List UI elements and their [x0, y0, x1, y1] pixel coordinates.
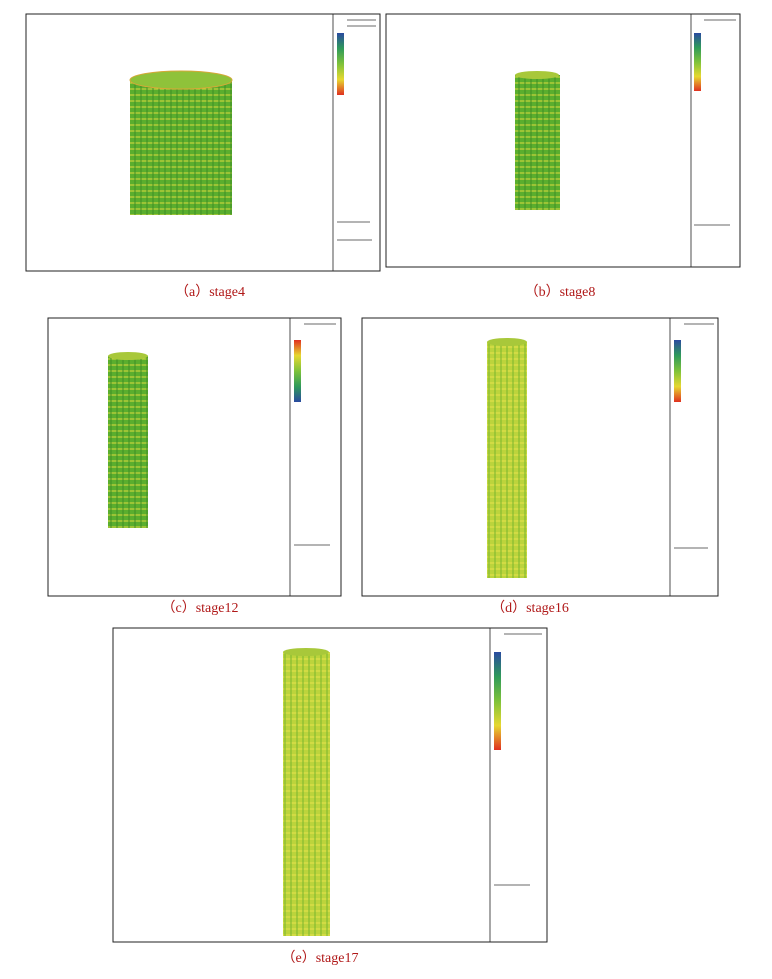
caption: （d）stage16: [491, 600, 569, 616]
panel-a: [25, 13, 381, 272]
panel-d: [361, 317, 719, 597]
caption: （b）stage8: [525, 284, 596, 300]
panel-b: [385, 13, 741, 268]
caption: （e）stage17: [282, 950, 359, 966]
caption: （c）stage12: [162, 600, 239, 616]
caption: （a）stage4: [175, 284, 245, 300]
panel-e: [112, 627, 548, 943]
panel-c: [47, 317, 342, 597]
